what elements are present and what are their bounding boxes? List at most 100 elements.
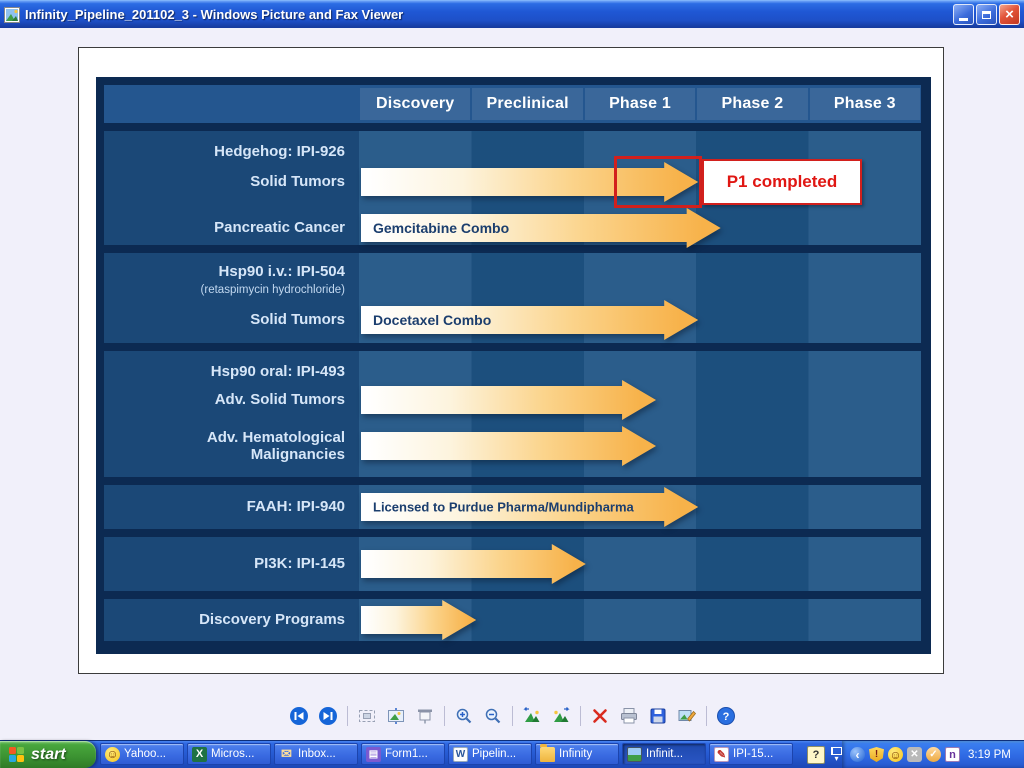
row-label: PI3K: IPI-145 — [254, 555, 345, 572]
save-icon[interactable] — [648, 706, 668, 726]
pipeline-group-hedgehog: Hedgehog: IPI-926 Solid Tumors Pancreati… — [104, 131, 921, 245]
pipeline-group-pi3k: PI3K: IPI-145 — [104, 537, 921, 591]
taskbar-item-label: Pipelin... — [472, 748, 517, 760]
reminder-icon[interactable]: ✓ — [926, 747, 941, 762]
pipeline-group-faah: FAAH: IPI-940 Licensed to Purdue Pharma/… — [104, 485, 921, 529]
row-label: Discovery Programs — [199, 611, 345, 628]
arrow-shape — [361, 600, 476, 640]
zoom-out-icon[interactable] — [483, 706, 503, 726]
onenote-icon[interactable]: n — [945, 747, 960, 762]
rotate-clockwise-icon[interactable] — [551, 706, 571, 726]
close-icon: × — [1005, 6, 1014, 23]
group-heading: Hedgehog: IPI-926 — [214, 143, 345, 160]
messenger-x-icon[interactable]: ✕ — [907, 747, 922, 762]
label-column: PI3K: IPI-145 — [104, 537, 359, 591]
pipeline-arrow — [361, 426, 656, 466]
column-header-discovery: Discovery — [360, 88, 471, 120]
hide-icons-chevron-icon[interactable]: ‹ — [850, 747, 865, 762]
phase-header-row: Discovery Preclinical Phase 1 Phase 2 Ph… — [104, 85, 921, 123]
taskbar-item-label: Micros... — [211, 748, 255, 760]
label-column: Hsp90 i.v.: IPI-504 (retaspimycin hydroc… — [104, 253, 359, 343]
toolbar-separator — [705, 706, 707, 726]
yahoo-messenger-icon: ☺ — [105, 746, 120, 762]
column-header-phase3: Phase 3 — [809, 88, 921, 120]
best-fit-icon[interactable] — [357, 706, 377, 726]
taskbar-item-label: Yahoo... — [124, 748, 166, 760]
label-column: Discovery Programs — [104, 599, 359, 641]
group-body: Docetaxel Combo — [359, 253, 921, 343]
pipeline-arrow — [361, 162, 698, 202]
label-column: Hedgehog: IPI-926 Solid Tumors Pancreati… — [104, 131, 359, 245]
taskbar-item-label: IPI-15... — [733, 748, 774, 760]
arrow-shape — [361, 300, 698, 340]
row-label: FAAH: IPI-940 — [246, 498, 345, 515]
pipeline-group-hsp90-oral: Hsp90 oral: IPI-493 Adv. Solid Tumors Ad… — [104, 351, 921, 477]
taskbar-item-label: Infinity — [559, 748, 593, 760]
arrow-label: Licensed to Purdue Pharma/Mundipharma — [373, 499, 634, 515]
group-heading: Hsp90 i.v.: IPI-504 — [218, 263, 345, 280]
taskbar: start ☺ Yahoo... X Micros... ✉ Inbox... … — [0, 740, 1024, 768]
taskbar-item-excel[interactable]: X Micros... — [187, 743, 271, 765]
pipeline-chart: Discovery Preclinical Phase 1 Phase 2 Ph… — [96, 77, 931, 654]
taskbar-item-inbox[interactable]: ✉ Inbox... — [274, 743, 358, 765]
zoom-in-icon[interactable] — [454, 706, 474, 726]
help-icon[interactable]: ? — [716, 706, 736, 726]
previous-image-icon[interactable] — [289, 706, 309, 726]
pipeline-arrow: Licensed to Purdue Pharma/Mundipharma — [361, 487, 698, 527]
security-shield-icon[interactable]: ! — [869, 747, 884, 762]
windows-flag-icon — [9, 747, 24, 762]
window-icon — [4, 6, 20, 23]
titlebar: Infinity_Pipeline_201102_3 - Windows Pic… — [0, 0, 1024, 28]
pipeline-arrow — [361, 380, 656, 420]
taskbar-items: ☺ Yahoo... X Micros... ✉ Inbox... ▤ Form… — [100, 743, 793, 765]
yahoo-smiley-icon[interactable]: ☺ — [888, 747, 903, 762]
group-subheading: (retaspimycin hydrochloride) — [200, 284, 345, 296]
restore-icon — [982, 10, 991, 19]
label-column: Hsp90 oral: IPI-493 Adv. Solid Tumors Ad… — [104, 351, 359, 477]
minimize-icon — [959, 17, 968, 21]
svg-text:?: ? — [722, 711, 729, 723]
arrow-shape — [361, 208, 721, 248]
group-heading: Hsp90 oral: IPI-493 — [210, 363, 345, 380]
taskbar-item-picture-viewer[interactable]: Infinit... — [622, 743, 706, 765]
actual-size-icon[interactable] — [386, 706, 406, 726]
window-glyph — [831, 747, 842, 755]
row-label: Pancreatic Cancer — [214, 219, 345, 236]
start-button[interactable]: start — [0, 741, 96, 768]
next-image-icon[interactable] — [318, 706, 338, 726]
taskbar-item-pipeline-doc[interactable]: W Pipelin... — [448, 743, 532, 765]
slideshow-icon[interactable] — [415, 706, 435, 726]
picture-viewer-icon — [627, 746, 642, 762]
restore-button[interactable] — [976, 4, 997, 25]
arrow-shape — [361, 380, 656, 420]
taskbar-item-ipi[interactable]: ✎ IPI-15... — [709, 743, 793, 765]
viewer-canvas: Discovery Preclinical Phase 1 Phase 2 Ph… — [0, 28, 1024, 740]
group-body — [359, 599, 921, 641]
help-bubble-icon[interactable]: ? — [807, 745, 825, 764]
pipeline-group-discovery: Discovery Programs — [104, 599, 921, 641]
taskbar-item-infinity-folder[interactable]: Infinity — [535, 743, 619, 765]
taskbar-item-label: Form1... — [385, 748, 428, 760]
toolbar-chevron-icon[interactable]: ▾ — [831, 747, 842, 763]
edit-icon[interactable] — [677, 706, 697, 726]
highlight-box — [614, 156, 702, 208]
annotation-callout: P1 completed — [702, 159, 862, 205]
print-icon[interactable] — [619, 706, 639, 726]
taskbar-item-label: Inbox... — [298, 748, 336, 760]
close-button[interactable]: × — [999, 4, 1020, 25]
taskbar-item-yahoo[interactable]: ☺ Yahoo... — [100, 743, 184, 765]
start-label: start — [31, 745, 66, 763]
taskbar-pre-tray: ? ▾ — [807, 741, 842, 768]
rotate-counterclockwise-icon[interactable] — [522, 706, 542, 726]
pipeline-arrow — [361, 600, 476, 640]
viewer-toolbar: ? — [0, 706, 1024, 726]
column-header-phase1: Phase 1 — [584, 88, 696, 120]
pipeline-arrow — [361, 544, 586, 584]
arrow-label: Docetaxel Combo — [373, 312, 492, 328]
row-label: Solid Tumors — [250, 311, 345, 328]
minimize-button[interactable] — [953, 4, 974, 25]
delete-icon[interactable] — [590, 706, 610, 726]
taskbar-item-form1[interactable]: ▤ Form1... — [361, 743, 445, 765]
pipeline-arrow: Gemcitabine Combo — [361, 208, 721, 248]
group-body — [359, 537, 921, 591]
